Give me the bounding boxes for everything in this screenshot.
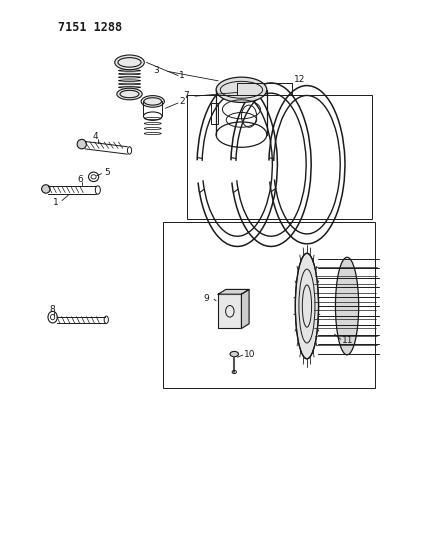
Text: 1: 1 [53, 198, 59, 207]
Text: 6: 6 [77, 175, 83, 184]
Ellipse shape [216, 77, 267, 102]
Polygon shape [218, 289, 249, 294]
Bar [187, 95, 372, 219]
Text: 11: 11 [342, 336, 354, 345]
Text: 5: 5 [104, 168, 110, 177]
Ellipse shape [141, 95, 164, 107]
Ellipse shape [42, 185, 50, 193]
Text: 10: 10 [244, 350, 255, 359]
Text: 2: 2 [179, 98, 185, 107]
Text: 4: 4 [93, 132, 98, 141]
Text: 1: 1 [179, 70, 185, 79]
Polygon shape [241, 289, 249, 328]
Ellipse shape [117, 88, 142, 100]
Ellipse shape [295, 253, 318, 359]
Bar [211, 103, 218, 124]
Text: 8: 8 [50, 305, 56, 314]
Text: 7: 7 [183, 91, 189, 100]
Ellipse shape [77, 140, 86, 149]
Bar [163, 222, 374, 388]
Text: 12: 12 [294, 75, 306, 84]
Text: 9: 9 [203, 294, 209, 303]
Ellipse shape [115, 55, 144, 70]
Bar [218, 294, 241, 328]
Ellipse shape [230, 351, 238, 357]
Text: 3: 3 [153, 66, 159, 75]
Ellipse shape [336, 257, 359, 355]
Text: 7151 1288: 7151 1288 [58, 21, 122, 34]
